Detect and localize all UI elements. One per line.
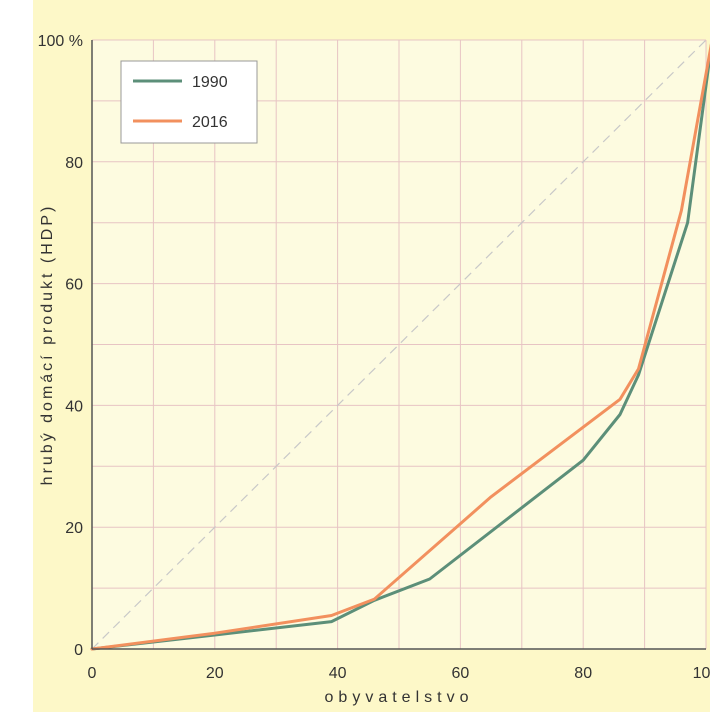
y-tick-label: 60 <box>65 277 83 294</box>
x-tick-label: 20 <box>206 665 224 682</box>
series-line-1990 <box>90 44 710 651</box>
y-tick-label: 80 <box>65 155 83 172</box>
y-tick-label: 100 % <box>38 33 83 50</box>
legend: 1990 2016 <box>120 60 258 144</box>
y-tick-label: 40 <box>65 398 83 415</box>
axes <box>91 40 706 650</box>
x-tick-label: 80 <box>574 665 592 682</box>
x-tick-label: 100 <box>693 665 710 682</box>
series-lines <box>90 43 710 651</box>
series-line-2016 <box>90 43 710 651</box>
x-tick-label: 0 <box>88 665 97 682</box>
y-tick-label: 0 <box>74 642 83 659</box>
y-tick-label: 20 <box>65 520 83 537</box>
y-axis-label: hrubý domácí produkt (HDP) <box>39 204 56 486</box>
legend-box <box>120 60 258 144</box>
x-tick-label: 40 <box>329 665 347 682</box>
gridlines <box>92 39 707 649</box>
legend-label-2016: 2016 <box>192 114 228 131</box>
legend-label-1990: 1990 <box>192 74 228 91</box>
x-axis-label: obyvatelstvo <box>325 689 474 706</box>
tick-labels: 00 20 20 40 40 60 60 80 80 100 100 % <box>38 33 710 682</box>
x-tick-label: 60 <box>452 665 470 682</box>
equality-diagonal-line <box>91 39 707 650</box>
